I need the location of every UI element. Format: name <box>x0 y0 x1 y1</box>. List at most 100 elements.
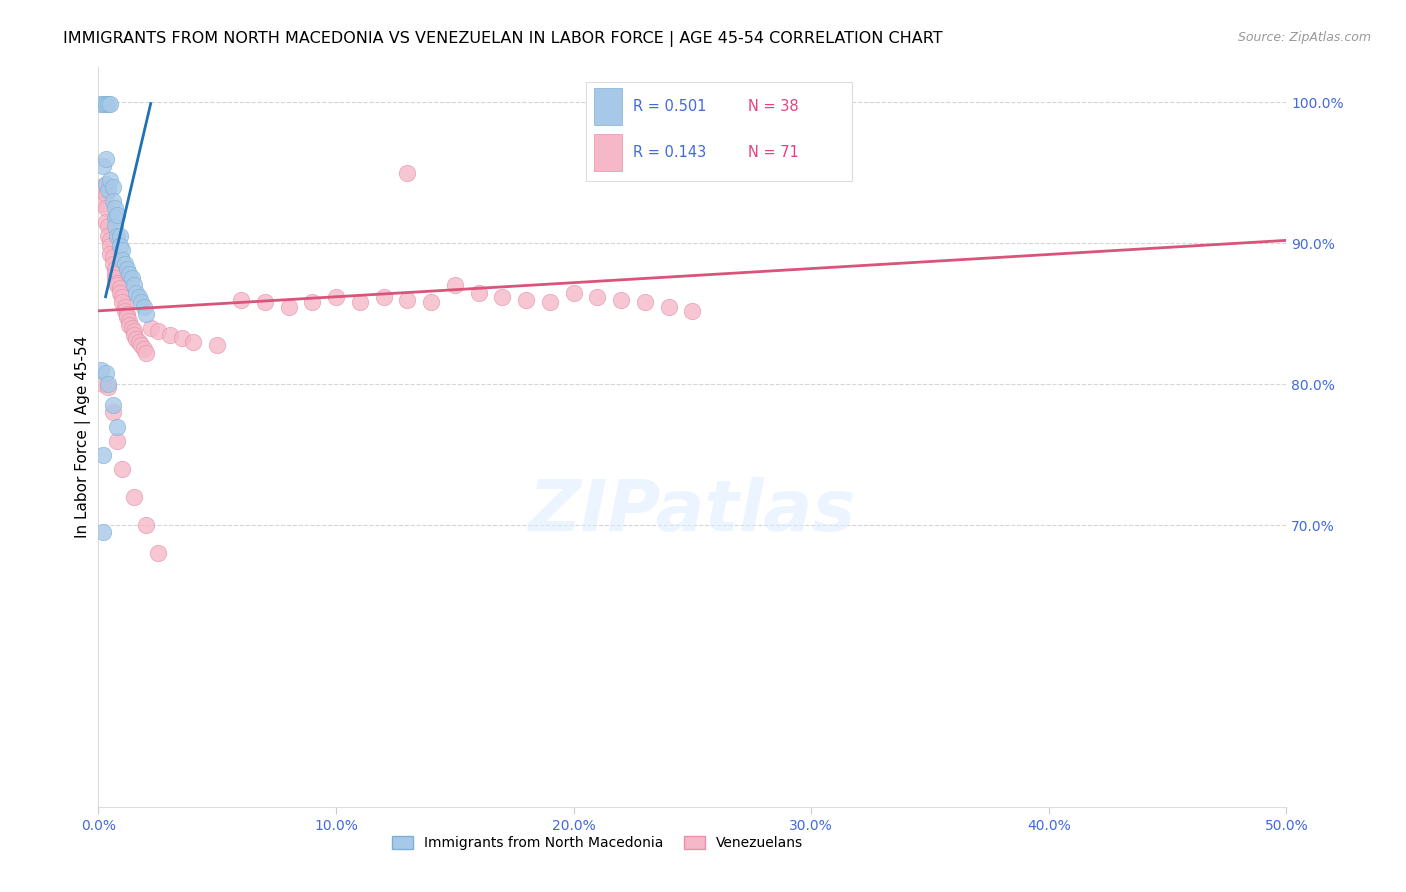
Point <box>91 96 114 111</box>
Point <box>91 448 114 462</box>
Point <box>129 337 152 351</box>
Point <box>108 229 131 244</box>
Point <box>97 380 120 394</box>
Point <box>94 366 117 380</box>
Point <box>114 300 136 314</box>
Point <box>111 295 134 310</box>
Point <box>132 300 155 314</box>
Point <box>159 327 181 342</box>
Point <box>125 332 148 346</box>
Point <box>104 211 127 225</box>
Point <box>135 518 157 533</box>
Point <box>101 398 124 412</box>
Point <box>170 331 193 345</box>
Y-axis label: In Labor Force | Age 45-54: In Labor Force | Age 45-54 <box>76 336 91 538</box>
Point <box>681 304 703 318</box>
Point <box>122 490 145 504</box>
Point <box>94 186 117 201</box>
Point <box>128 290 150 304</box>
Point <box>101 179 124 194</box>
Point <box>420 295 443 310</box>
Text: IMMIGRANTS FROM NORTH MACEDONIA VS VENEZUELAN IN LABOR FORCE | AGE 45-54 CORRELA: IMMIGRANTS FROM NORTH MACEDONIA VS VENEZ… <box>63 31 943 47</box>
Point <box>101 257 124 271</box>
Point <box>101 194 124 208</box>
Point <box>101 250 124 264</box>
Text: N = 71: N = 71 <box>748 145 799 160</box>
Point <box>135 346 157 360</box>
Point <box>132 342 155 356</box>
Point <box>108 285 131 300</box>
Point <box>118 314 141 328</box>
Point <box>90 363 112 377</box>
Point <box>97 183 120 197</box>
Point <box>91 377 114 392</box>
Point <box>104 267 127 281</box>
Point <box>94 152 117 166</box>
Point <box>97 96 120 111</box>
Point <box>634 295 657 310</box>
Point <box>115 261 138 276</box>
Point <box>118 318 141 332</box>
Point <box>118 267 141 281</box>
Point <box>98 247 121 261</box>
Point <box>396 166 419 180</box>
Point <box>277 300 299 314</box>
Point <box>146 324 169 338</box>
Point <box>515 293 537 307</box>
Point <box>325 290 347 304</box>
Point <box>108 281 131 295</box>
Point <box>121 271 143 285</box>
Point <box>94 201 117 215</box>
Point <box>128 334 150 349</box>
Point <box>229 293 252 307</box>
Point <box>90 96 112 111</box>
Text: N = 38: N = 38 <box>748 99 799 114</box>
Legend: Immigrants from North Macedonia, Venezuelans: Immigrants from North Macedonia, Venezue… <box>387 830 808 855</box>
Point <box>97 229 120 244</box>
Point <box>467 285 489 300</box>
Point <box>94 177 117 191</box>
Point <box>101 405 124 419</box>
Point <box>115 307 138 321</box>
Point <box>121 320 143 334</box>
Point <box>349 295 371 310</box>
Point <box>373 290 395 304</box>
Point <box>107 278 129 293</box>
Point <box>94 96 117 111</box>
Point <box>491 290 513 304</box>
Point <box>207 337 229 351</box>
Point <box>104 271 127 285</box>
Point <box>107 229 129 244</box>
Point <box>122 324 145 338</box>
Text: ZIPatlas: ZIPatlas <box>529 476 856 546</box>
Point <box>98 239 121 253</box>
Point <box>91 159 114 173</box>
Point <box>111 253 134 268</box>
Point <box>114 304 136 318</box>
Text: Source: ZipAtlas.com: Source: ZipAtlas.com <box>1237 31 1371 45</box>
Point <box>122 327 145 342</box>
Point <box>94 215 117 229</box>
Point <box>444 278 467 293</box>
Text: R = 0.501: R = 0.501 <box>633 99 706 114</box>
Point <box>139 320 162 334</box>
Point <box>107 208 129 222</box>
Point <box>107 419 129 434</box>
Point <box>115 310 138 324</box>
Point <box>125 285 148 300</box>
Point <box>111 462 134 476</box>
Point <box>91 183 114 197</box>
Point <box>107 276 129 290</box>
FancyBboxPatch shape <box>586 82 852 181</box>
Point <box>111 244 134 258</box>
Point <box>562 285 585 300</box>
Point <box>586 290 609 304</box>
Point <box>114 257 136 271</box>
Point <box>135 307 157 321</box>
Point <box>183 334 205 349</box>
Point <box>98 233 121 247</box>
Point <box>146 546 169 560</box>
Point <box>98 96 121 111</box>
Point <box>97 377 120 392</box>
Point <box>111 290 134 304</box>
